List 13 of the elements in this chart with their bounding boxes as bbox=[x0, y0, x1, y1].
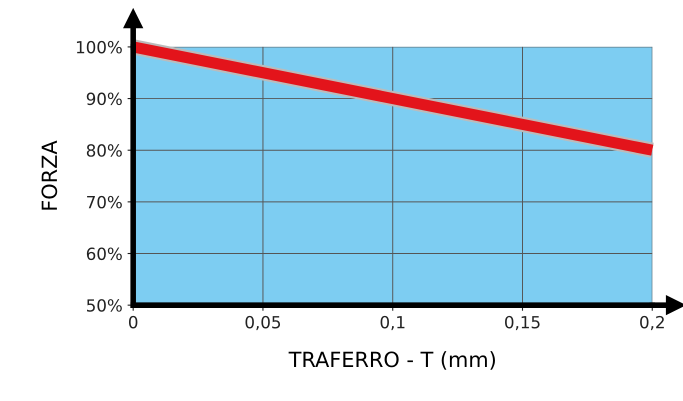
y-tick-label: 100% bbox=[76, 40, 122, 54]
x-tick-label: 0,15 bbox=[505, 316, 540, 330]
y-tick-label: 80% bbox=[86, 144, 122, 157]
x-tick-label: 0,2 bbox=[640, 316, 664, 330]
y-tick-label: 50% bbox=[87, 299, 122, 312]
y-tick-label: 70% bbox=[87, 196, 122, 208]
y-tick-label: 90% bbox=[86, 92, 122, 106]
y-tick-label: 60% bbox=[86, 247, 122, 260]
x-tick-label: 0,05 bbox=[246, 316, 280, 330]
x-tick-label: 0 bbox=[128, 316, 138, 328]
x-axis-title: TRAFERRO - T (mm) bbox=[288, 351, 495, 370]
y-axis-title: FORZA bbox=[41, 140, 58, 210]
x-tick-label: 0,1 bbox=[380, 316, 404, 330]
